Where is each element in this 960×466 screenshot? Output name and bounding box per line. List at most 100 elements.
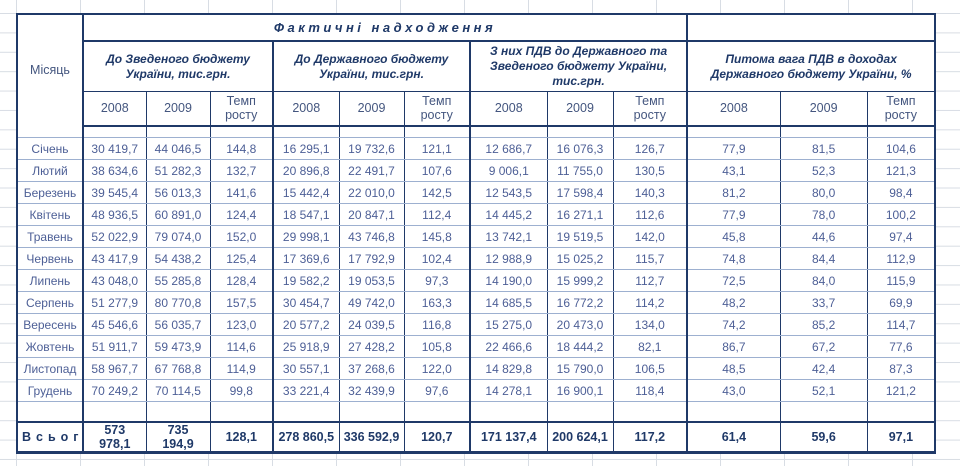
data-cell[interactable]: 97,6 bbox=[403, 379, 470, 402]
data-cell[interactable]: 27 428,2 bbox=[338, 335, 404, 358]
group-header-consolidated-budget[interactable]: До Зведеного бюджету України, тис.грн. bbox=[83, 41, 273, 92]
month-cell[interactable]: Липень bbox=[17, 269, 84, 292]
data-cell[interactable]: 80,0 bbox=[779, 181, 868, 204]
empty-cell[interactable] bbox=[272, 401, 339, 423]
group-header-vat-share[interactable]: Питома вага ПДВ в доходах Державного бюд… bbox=[686, 41, 936, 92]
empty-cell[interactable] bbox=[686, 401, 781, 423]
empty-cell[interactable] bbox=[779, 125, 868, 138]
year-header-2009[interactable]: 2009 bbox=[546, 91, 613, 127]
data-cell[interactable]: 22 466,6 bbox=[469, 335, 547, 358]
data-cell[interactable]: 18 547,1 bbox=[272, 203, 339, 226]
year-header-growth[interactable]: Темп росту bbox=[866, 91, 936, 127]
month-column-header[interactable]: Місяць bbox=[17, 14, 84, 126]
data-cell[interactable]: 19 732,6 bbox=[338, 137, 404, 160]
data-cell[interactable]: 17 598,4 bbox=[546, 181, 613, 204]
empty-cell[interactable] bbox=[612, 125, 688, 138]
year-header-2009[interactable]: 2009 bbox=[779, 91, 868, 127]
data-cell[interactable]: 52,3 bbox=[779, 159, 868, 182]
data-cell[interactable]: 77,9 bbox=[686, 137, 781, 160]
data-cell[interactable]: 112,9 bbox=[866, 247, 936, 270]
data-cell[interactable]: 79 074,0 bbox=[145, 225, 210, 248]
data-cell[interactable]: 106,5 bbox=[612, 357, 688, 380]
data-cell[interactable]: 80 770,8 bbox=[145, 291, 210, 314]
data-cell[interactable]: 114,6 bbox=[209, 335, 273, 358]
data-cell[interactable]: 56 035,7 bbox=[145, 313, 210, 336]
data-cell[interactable]: 39 545,4 bbox=[82, 181, 146, 204]
empty-cell[interactable] bbox=[469, 401, 547, 423]
total-cell[interactable]: 117,2 bbox=[612, 421, 688, 452]
data-cell[interactable]: 43 417,9 bbox=[82, 247, 146, 270]
data-cell[interactable]: 44 046,5 bbox=[145, 137, 210, 160]
data-cell[interactable]: 45,8 bbox=[686, 225, 781, 248]
data-cell[interactable]: 13 742,1 bbox=[469, 225, 547, 248]
data-cell[interactable]: 74,8 bbox=[686, 247, 781, 270]
data-cell[interactable]: 132,7 bbox=[209, 159, 273, 182]
month-cell[interactable]: Лютий bbox=[17, 159, 84, 182]
data-cell[interactable]: 77,6 bbox=[866, 335, 936, 358]
data-cell[interactable]: 15 999,2 bbox=[546, 269, 613, 292]
data-cell[interactable]: 123,0 bbox=[209, 313, 273, 336]
total-cell[interactable]: 61,4 bbox=[686, 421, 781, 452]
month-cell[interactable]: Серпень bbox=[17, 291, 84, 314]
data-cell[interactable]: 20 473,0 bbox=[546, 313, 613, 336]
data-cell[interactable]: 115,9 bbox=[866, 269, 936, 292]
empty-cell[interactable] bbox=[403, 401, 470, 423]
data-cell[interactable]: 102,4 bbox=[403, 247, 470, 270]
empty-cell[interactable] bbox=[686, 125, 781, 138]
data-cell[interactable]: 87,3 bbox=[866, 357, 936, 380]
data-cell[interactable]: 99,8 bbox=[209, 379, 273, 402]
empty-cell[interactable] bbox=[546, 401, 613, 423]
data-cell[interactable]: 48,5 bbox=[686, 357, 781, 380]
data-cell[interactable]: 97,3 bbox=[403, 269, 470, 292]
data-cell[interactable]: 142,0 bbox=[612, 225, 688, 248]
data-cell[interactable]: 44,6 bbox=[779, 225, 868, 248]
data-cell[interactable]: 152,0 bbox=[209, 225, 273, 248]
data-cell[interactable]: 107,6 bbox=[403, 159, 470, 182]
data-cell[interactable]: 29 998,1 bbox=[272, 225, 339, 248]
data-cell[interactable]: 43,1 bbox=[686, 159, 781, 182]
data-cell[interactable]: 84,0 bbox=[779, 269, 868, 292]
empty-cell[interactable] bbox=[779, 401, 868, 423]
data-cell[interactable]: 11 755,0 bbox=[546, 159, 613, 182]
data-cell[interactable]: 157,5 bbox=[209, 291, 273, 314]
month-cell[interactable]: Червень bbox=[17, 247, 84, 270]
total-cell[interactable]: 59,6 bbox=[779, 421, 868, 452]
total-cell[interactable]: 97,1 bbox=[866, 421, 936, 452]
year-header-growth[interactable]: Темп росту bbox=[612, 91, 688, 127]
data-cell[interactable]: 43,0 bbox=[686, 379, 781, 402]
data-cell[interactable]: 60 891,0 bbox=[145, 203, 210, 226]
empty-cell[interactable] bbox=[403, 125, 470, 138]
data-cell[interactable]: 70 249,2 bbox=[82, 379, 146, 402]
data-cell[interactable]: 20 896,8 bbox=[272, 159, 339, 182]
data-cell[interactable]: 54 438,2 bbox=[145, 247, 210, 270]
data-cell[interactable]: 16 772,2 bbox=[546, 291, 613, 314]
data-cell[interactable]: 51 911,7 bbox=[82, 335, 146, 358]
data-cell[interactable]: 12 988,9 bbox=[469, 247, 547, 270]
data-cell[interactable]: 30 419,7 bbox=[82, 137, 146, 160]
empty-cell[interactable] bbox=[272, 125, 339, 138]
data-cell[interactable]: 104,6 bbox=[866, 137, 936, 160]
month-cell[interactable]: Грудень bbox=[17, 379, 84, 402]
data-cell[interactable]: 19 582,2 bbox=[272, 269, 339, 292]
data-cell[interactable]: 22 491,7 bbox=[338, 159, 404, 182]
data-cell[interactable]: 14 278,1 bbox=[469, 379, 547, 402]
year-header-growth[interactable]: Темп росту bbox=[403, 91, 470, 127]
data-cell[interactable]: 22 010,0 bbox=[338, 181, 404, 204]
total-cell[interactable]: 573 978,1 bbox=[82, 421, 146, 452]
data-cell[interactable]: 121,2 bbox=[866, 379, 936, 402]
data-cell[interactable]: 19 519,5 bbox=[546, 225, 613, 248]
data-cell[interactable]: 130,5 bbox=[612, 159, 688, 182]
data-cell[interactable]: 15 442,4 bbox=[272, 181, 339, 204]
data-cell[interactable]: 38 634,6 bbox=[82, 159, 146, 182]
data-cell[interactable]: 52,1 bbox=[779, 379, 868, 402]
month-cell[interactable]: Березень bbox=[17, 181, 84, 204]
empty-cell[interactable] bbox=[82, 401, 146, 423]
data-cell[interactable]: 115,7 bbox=[612, 247, 688, 270]
data-cell[interactable]: 58 967,7 bbox=[82, 357, 146, 380]
data-cell[interactable]: 14 190,0 bbox=[469, 269, 547, 292]
empty-cell[interactable] bbox=[338, 125, 404, 138]
data-cell[interactable]: 98,4 bbox=[866, 181, 936, 204]
data-cell[interactable]: 43 048,0 bbox=[82, 269, 146, 292]
empty-header-cell[interactable] bbox=[686, 14, 936, 42]
data-cell[interactable]: 78,0 bbox=[779, 203, 868, 226]
